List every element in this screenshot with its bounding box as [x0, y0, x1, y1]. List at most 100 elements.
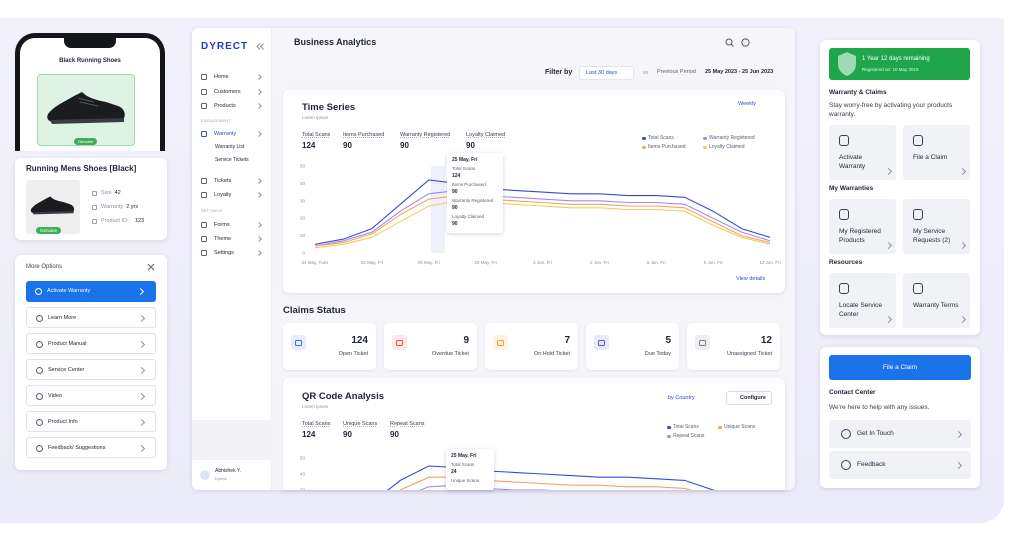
spec-label: Warranty — [101, 204, 124, 210]
icon — [841, 429, 851, 439]
icon — [35, 288, 42, 295]
claim-card[interactable]: 5 Due Today — [586, 323, 679, 370]
stat-value: 124 — [302, 141, 316, 150]
icon — [913, 283, 923, 294]
chevron — [136, 287, 145, 296]
nav-item[interactable]: Home — [214, 74, 229, 80]
contact-item[interactable]: Get In Touch — [829, 420, 971, 448]
icon — [201, 74, 207, 80]
icon — [92, 219, 97, 224]
chevron — [958, 167, 967, 176]
claim-icon-mark — [699, 339, 706, 346]
nav-item[interactable]: Loyalty — [214, 192, 232, 198]
tile[interactable]: Locate Service Center — [829, 273, 896, 328]
claim-icon-mark — [295, 339, 302, 346]
tile[interactable]: My Registered Products — [829, 199, 896, 254]
option-item[interactable]: Product Info — [26, 411, 156, 432]
series-line — [314, 179, 771, 245]
close-icon[interactable] — [147, 263, 155, 271]
search-icon[interactable] — [725, 38, 734, 47]
icon — [36, 315, 43, 322]
x-tick-label: 6 Jun, Fri — [704, 260, 723, 265]
icon — [839, 135, 849, 146]
option-label: Product Info — [48, 418, 78, 425]
claim-icon-mark — [396, 339, 403, 346]
tile-label: Activate Warranty — [839, 154, 866, 170]
option-item[interactable]: Learn More — [26, 307, 156, 328]
claim-icon — [291, 335, 306, 350]
nav-item[interactable]: Tickets — [214, 178, 232, 184]
stat-label: Unique Scans — [343, 421, 378, 427]
filter-select[interactable]: Last 30 days — [579, 66, 635, 80]
claim-icon — [392, 335, 407, 350]
claim-card[interactable]: 7 On Hold Ticket — [485, 323, 578, 370]
tile[interactable]: Warranty Terms — [903, 273, 970, 328]
warranty-desc: Stay worry-free by activating your produ… — [829, 102, 953, 118]
option-item[interactable]: Video — [26, 385, 156, 406]
tile[interactable]: File a Claim — [903, 125, 970, 180]
option-item[interactable]: Product Manual — [26, 333, 156, 354]
option-label: Activate Warranty — [47, 287, 91, 294]
icon — [201, 178, 207, 184]
ts-title: Time Series — [302, 102, 356, 113]
tile[interactable]: Activate Warranty — [829, 125, 896, 180]
nav-subitem[interactable]: Warranty List — [215, 144, 245, 150]
legend-label: Items Purchased — [648, 144, 686, 150]
qr-filter[interactable]: by Country — [668, 395, 695, 401]
nav-item[interactable]: Warranty — [214, 131, 237, 137]
ts-link[interactable]: View details — [736, 276, 766, 282]
sidebar-lower — [192, 420, 272, 460]
icon — [201, 250, 207, 256]
option-label: Service Center — [48, 366, 85, 373]
tile[interactable]: My Service Requests (2) — [903, 199, 970, 254]
help-icon[interactable] — [741, 38, 750, 47]
claim-label: Open Ticket — [338, 351, 368, 357]
tile-label: File a Claim — [913, 154, 948, 161]
icon — [913, 135, 923, 146]
legend-swatch — [642, 136, 646, 140]
date-range: 25 May 2023 - 25 Jun 2023 — [705, 69, 774, 75]
option-label: Video — [48, 392, 62, 399]
claims-title: Claims Status — [283, 305, 346, 316]
x-tick-label: 25 May, Fri — [361, 260, 383, 265]
contact-item[interactable]: Feedback — [829, 451, 971, 479]
claim-label: On Hold Ticket — [533, 351, 570, 357]
legend-label: Total Scans — [648, 135, 674, 141]
icon — [841, 460, 851, 470]
file-claim-button[interactable]: File a Claim — [829, 355, 971, 380]
qr-title: QR Code Analysis — [302, 391, 385, 402]
option-item[interactable]: Feedback/ Suggestions — [26, 437, 156, 458]
y-tick-label: 30 — [300, 198, 306, 203]
icon — [201, 88, 207, 95]
claim-icon — [493, 335, 508, 350]
genuine-badge: Genuine — [36, 227, 62, 234]
nav-item[interactable]: Forms — [214, 222, 230, 228]
legend-label: Loyalty Claimed — [709, 144, 745, 150]
nav-subitem[interactable]: Service Tickets — [215, 157, 249, 163]
nav-item[interactable]: Products — [214, 103, 236, 109]
my-warranties-title: My Warranties — [829, 185, 874, 192]
x-tick-label: 26 May, Fri — [475, 260, 497, 265]
option-item[interactable]: Service Center — [26, 359, 156, 380]
chevron — [884, 315, 893, 324]
filter-label: Filter by — [545, 69, 573, 76]
collapse-icon[interactable] — [256, 43, 264, 50]
option-item[interactable]: Activate Warranty — [26, 281, 156, 302]
claim-card[interactable]: 124 Open Ticket — [283, 323, 376, 370]
claim-card[interactable]: 12 Unassigned Ticket — [687, 323, 780, 370]
claim-label: Overdue Ticket — [432, 351, 469, 357]
claim-value: 124 — [351, 335, 368, 346]
qr-configure[interactable]: Configure — [726, 391, 772, 405]
legend-swatch — [703, 145, 707, 149]
claim-card[interactable]: 9 Overdue Ticket — [384, 323, 477, 370]
spec-value: 123 — [134, 218, 145, 224]
ts-period[interactable]: Weekly — [738, 101, 756, 107]
stat-label: Items Purchased — [343, 132, 385, 138]
nav-item[interactable]: Customers — [214, 88, 241, 95]
chevron — [137, 392, 146, 401]
nav-item[interactable]: Theme — [214, 236, 232, 242]
nav-item[interactable]: Settings — [214, 250, 234, 256]
legend-label: Total Scans — [673, 424, 699, 430]
resources-title: Resources — [829, 259, 863, 266]
icon — [92, 191, 97, 196]
